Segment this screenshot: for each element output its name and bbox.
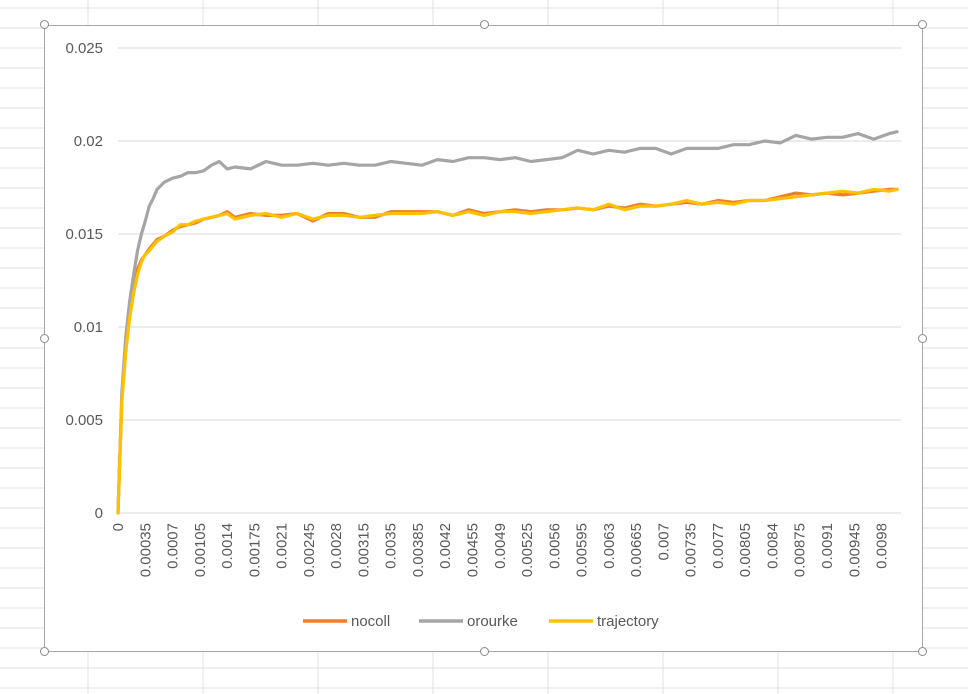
x-tick-label: 0.0035	[383, 523, 400, 569]
x-axis: 0 0.00035 0.0007 0.00105 0.0014 0.00175 0.0021…	[110, 523, 891, 577]
x-tick-label: 0.00315	[355, 523, 372, 577]
x-tick-label: 0.0063	[601, 523, 618, 569]
x-tick-label: 0.0056	[546, 523, 563, 569]
series-line-orourke[interactable]	[116, 130, 899, 515]
x-tick-label: 0.00595	[574, 523, 591, 577]
x-tick-label: 0.00525	[519, 523, 536, 577]
x-tick-label: 0.00245	[301, 523, 318, 577]
y-tick-label: 0.02	[74, 133, 103, 150]
legend-item-nocoll[interactable]: nocoll	[303, 613, 390, 630]
gridlines	[118, 47, 901, 514]
series-lines	[116, 130, 899, 515]
x-tick-label: 0.0007	[165, 523, 182, 569]
series-line-nocoll[interactable]	[116, 187, 899, 515]
legend-label: trajectory	[597, 613, 659, 630]
x-tick-label: 0.00805	[737, 523, 754, 577]
legend-item-orourke[interactable]: orourke	[419, 613, 518, 630]
legend-label: orourke	[467, 613, 518, 630]
series-line-trajectory[interactable]	[116, 187, 899, 515]
resize-handle-bottom-right[interactable]	[918, 647, 927, 656]
resize-handle-top-right[interactable]	[918, 20, 927, 29]
x-tick-label: 0.00735	[683, 523, 700, 577]
y-tick-label: 0	[95, 505, 103, 522]
resize-handle-bottom-center[interactable]	[480, 647, 489, 656]
x-tick-label: 0.0049	[492, 523, 509, 569]
resize-handle-middle-right[interactable]	[918, 334, 927, 343]
x-tick-label: 0.0091	[819, 523, 836, 569]
x-tick-label: 0.0098	[874, 523, 891, 569]
x-tick-label: 0.007	[655, 523, 672, 561]
resize-handle-bottom-left[interactable]	[40, 647, 49, 656]
y-tick-label: 0.01	[74, 319, 103, 336]
legend: nocoll orourke trajectory	[303, 613, 659, 630]
x-tick-label: 0.0077	[710, 523, 727, 569]
resize-handle-top-center[interactable]	[480, 20, 489, 29]
legend-item-trajectory[interactable]: trajectory	[549, 613, 659, 630]
legend-label: nocoll	[351, 613, 390, 630]
x-tick-label: 0.00875	[792, 523, 809, 577]
x-tick-label: 0.00105	[192, 523, 209, 577]
y-tick-label: 0.005	[65, 412, 103, 429]
x-tick-label: 0.00035	[137, 523, 154, 577]
y-tick-label: 0.025	[65, 40, 103, 57]
x-tick-label: 0.0084	[764, 523, 781, 569]
x-tick-label: 0.00665	[628, 523, 645, 577]
x-tick-label: 0.0021	[274, 523, 291, 569]
resize-handle-middle-left[interactable]	[40, 334, 49, 343]
x-tick-label: 0.00175	[246, 523, 263, 577]
y-tick-label: 0.015	[65, 226, 103, 243]
x-tick-label: 0.00945	[846, 523, 863, 577]
x-tick-label: 0.00385	[410, 523, 427, 577]
y-axis: 0 0.005 0.01 0.015 0.02 0.025	[65, 40, 103, 522]
x-tick-label: 0.0042	[437, 523, 454, 569]
x-tick-label: 0.0014	[219, 523, 236, 569]
resize-handle-top-left[interactable]	[40, 20, 49, 29]
x-tick-label: 0	[110, 523, 127, 531]
x-tick-label: 0.00455	[464, 523, 481, 577]
x-tick-label: 0.0028	[328, 523, 345, 569]
